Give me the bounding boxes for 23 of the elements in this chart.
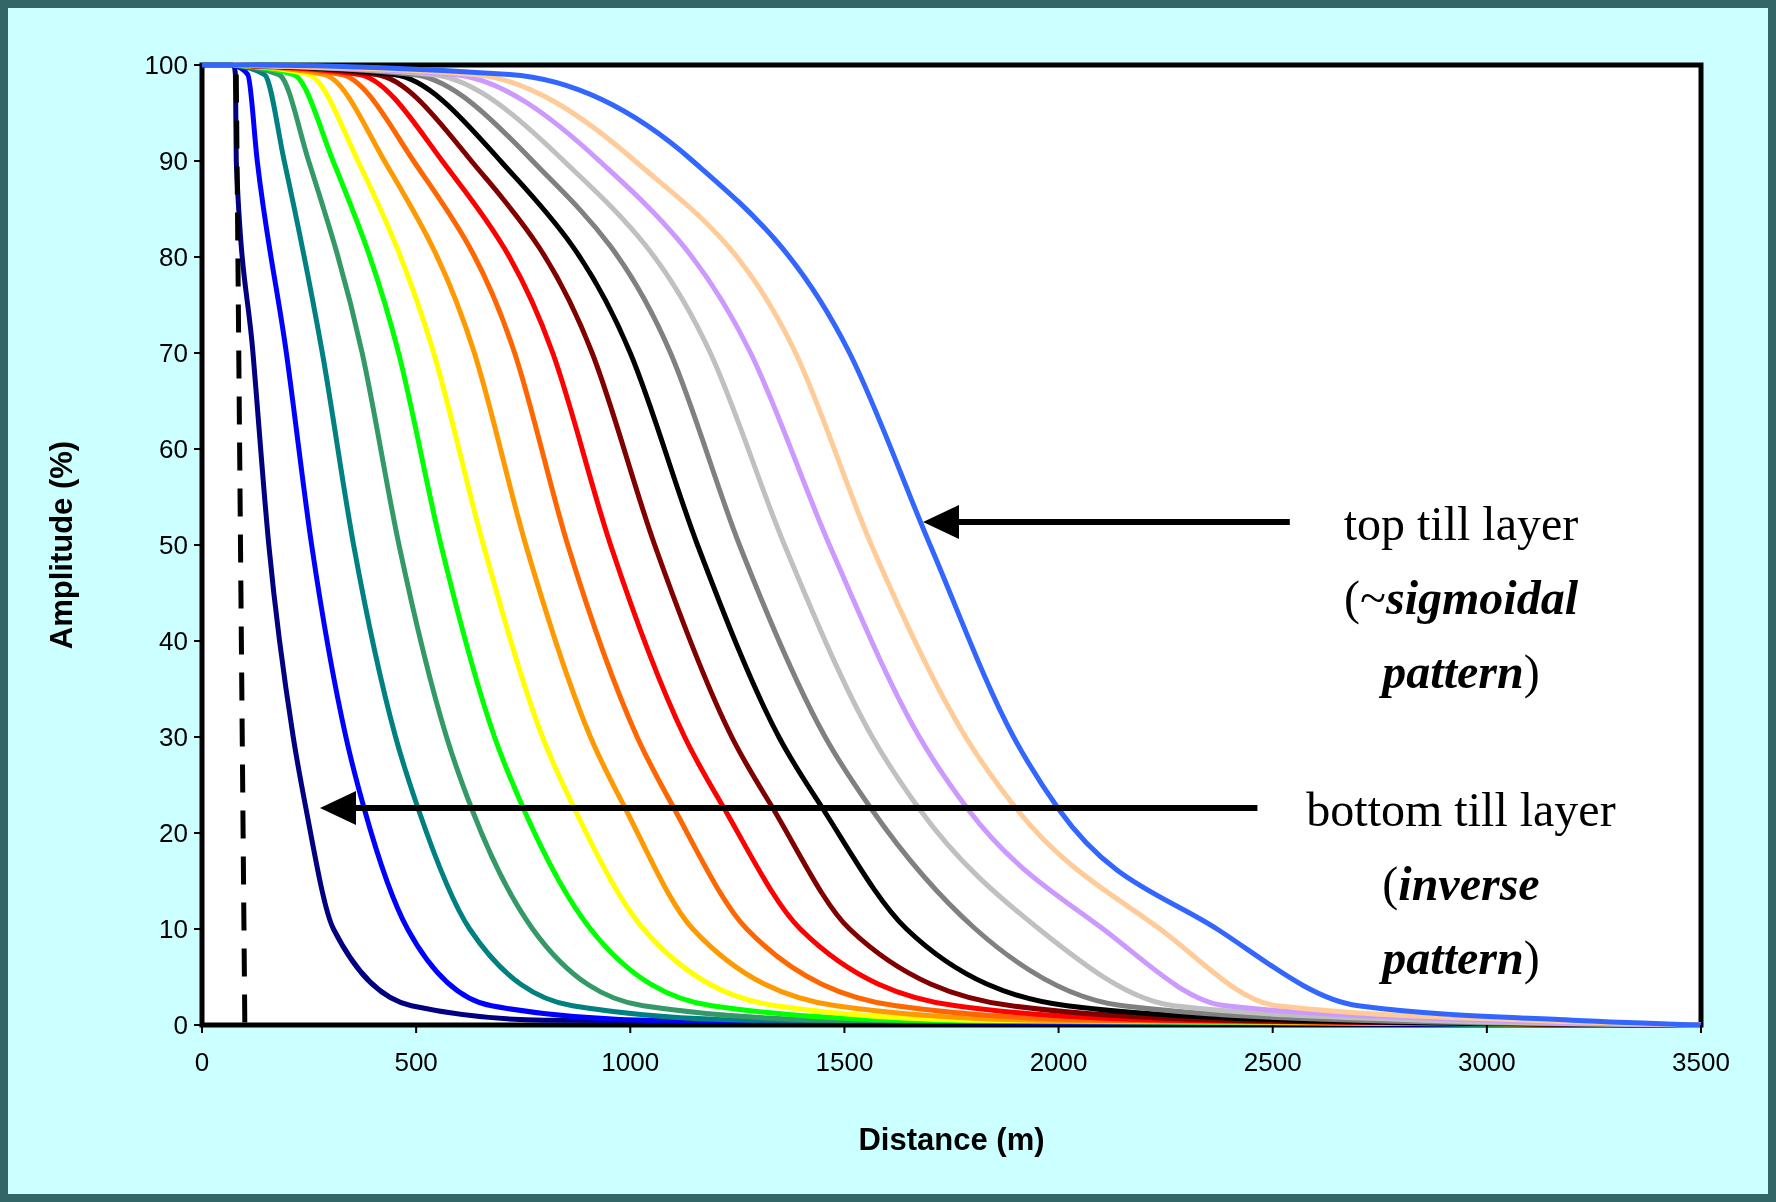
y-tick-label: 80 [159,242,188,273]
x-tick-label: 2500 [1243,1047,1302,1077]
x-tick-label: 0 [194,1047,210,1077]
y-tick-label: 0 [173,1010,188,1041]
y-tick-label: 40 [159,626,188,657]
y-tick-label: 100 [144,50,188,81]
x-tick-label: 500 [394,1047,438,1077]
x-tick-label: 3500 [1672,1047,1730,1077]
y-tick-label: 50 [159,530,188,561]
y-tick-label: 30 [159,722,188,753]
annotation: bottom till layer (inverse pattern) [1306,783,1616,985]
y-tick-label: 70 [159,338,188,369]
x-tick-label: 1500 [815,1047,874,1077]
x-axis-title: Distance (m) [858,1122,1045,1157]
y-axis-title: Amplitude (%) [44,440,79,650]
y-tick-label: 10 [159,914,188,945]
x-tick-label: 3000 [1457,1047,1516,1077]
x-tick-label: 1000 [601,1047,660,1077]
annotation: top till layer (~sigmoidal pattern) [1343,497,1579,699]
y-tick-label: 90 [159,146,188,177]
y-tick-label: 20 [159,818,188,849]
x-tick-label: 2000 [1029,1047,1088,1077]
y-tick-label: 60 [159,434,188,465]
